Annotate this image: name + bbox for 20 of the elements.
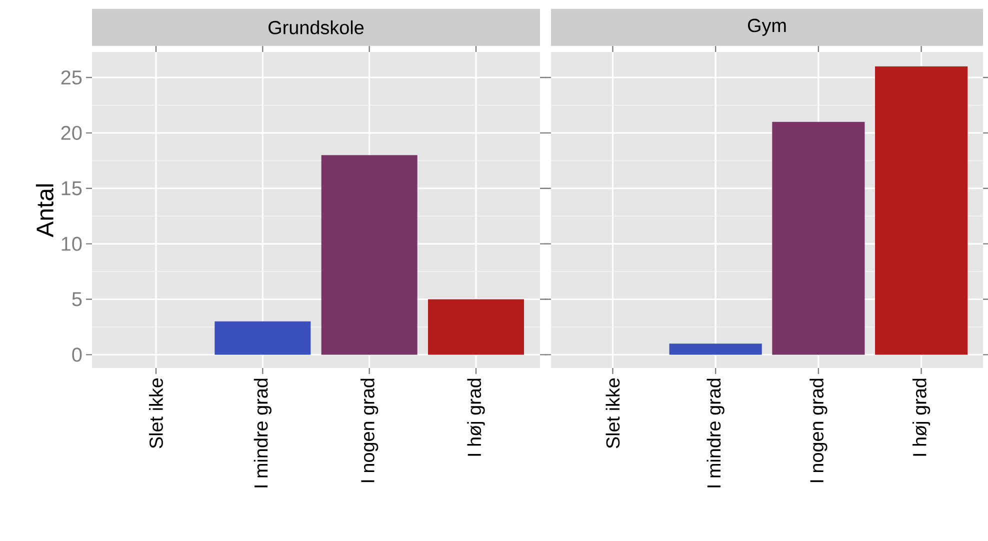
y-tick-label: 10 <box>62 236 82 251</box>
y-tick-label: 15 <box>62 181 82 196</box>
x-tick-label: I nogen grad <box>810 378 828 482</box>
bar <box>214 321 311 355</box>
x-tick-label: I høj grad <box>912 378 930 456</box>
bar <box>428 299 524 355</box>
bar <box>321 155 418 355</box>
x-tick-label: I mindre grad <box>254 378 272 488</box>
y-tick-label: 20 <box>61 126 82 140</box>
x-tick-label: I nogen grad <box>360 378 378 482</box>
x-tick-label: Slet ikke <box>606 378 620 448</box>
x-tick-label: I mindre grad <box>706 378 724 488</box>
y-axis-title: Antal <box>36 184 54 238</box>
y-tick-label: 5 <box>72 292 82 306</box>
y-tick-label: 0 <box>72 348 82 362</box>
x-tick-label: I høj grad <box>467 378 485 456</box>
chart-title: Grundskole <box>268 20 364 34</box>
x-tick-label: Slet ikke <box>149 378 163 448</box>
y-tick-label: 25 <box>61 70 82 85</box>
chart-title: Gym <box>748 18 786 36</box>
